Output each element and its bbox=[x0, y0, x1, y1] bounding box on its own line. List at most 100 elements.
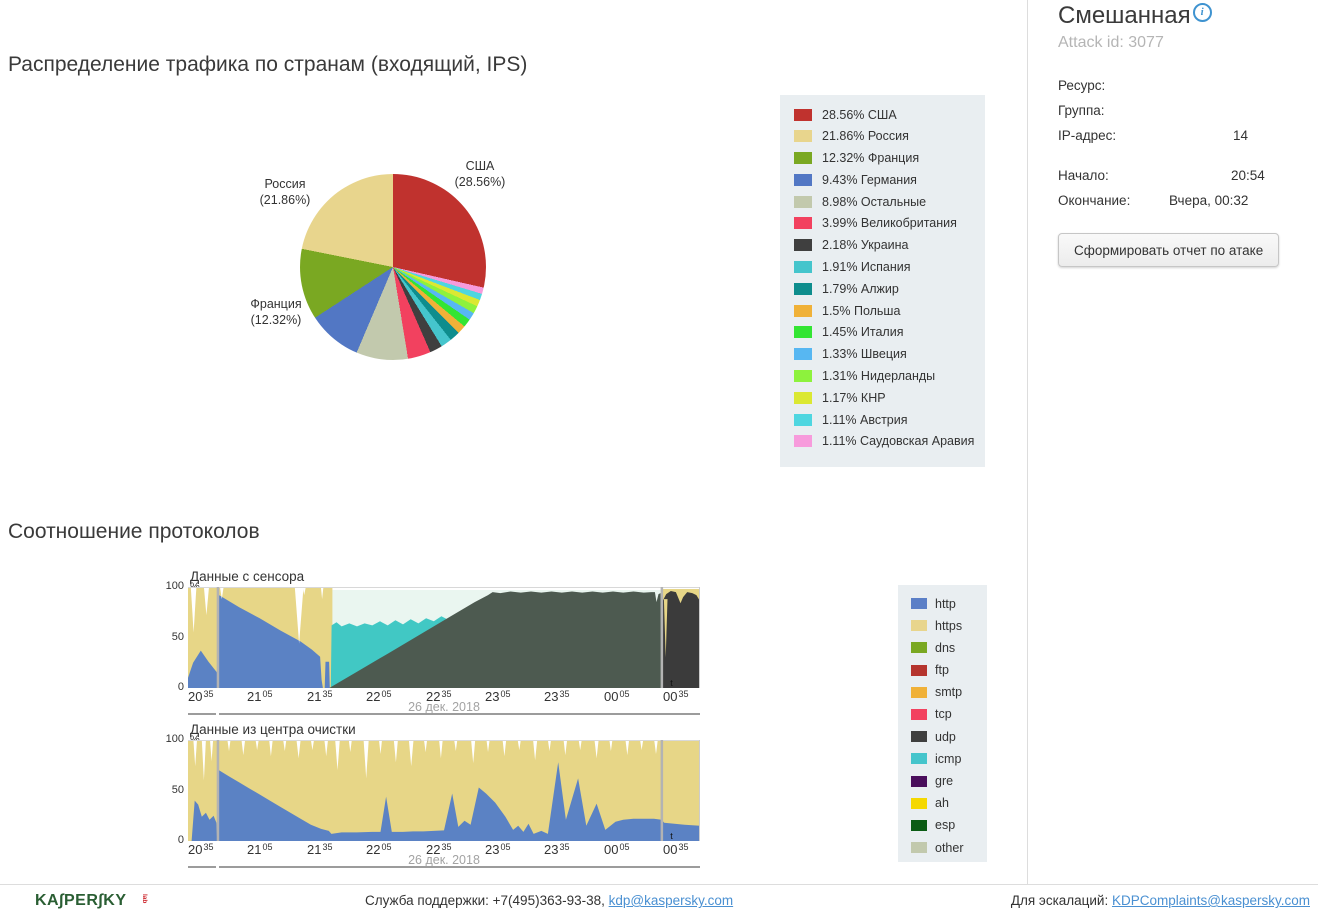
legend-swatch bbox=[794, 108, 812, 121]
legend-label: ftp bbox=[935, 663, 949, 678]
country-legend-item[interactable]: 28.56% США bbox=[794, 107, 985, 122]
gap-notch bbox=[408, 740, 414, 767]
legend-label: 28.56% США bbox=[822, 107, 897, 122]
legend-swatch bbox=[794, 282, 812, 295]
gap-notch bbox=[517, 740, 521, 751]
y-tick-label: 50 bbox=[171, 783, 184, 796]
legend-label: ah bbox=[935, 796, 949, 811]
x-tick-label: 2035 bbox=[188, 842, 214, 857]
sensor-data-chart[interactable]: Данные с сенсора100500%t2035210521352205… bbox=[0, 569, 1027, 729]
legend-label: 8.98% Остальные bbox=[822, 194, 927, 209]
legend-swatch bbox=[794, 391, 812, 404]
protocol-legend-item[interactable]: https bbox=[911, 618, 987, 633]
x-axis-date-label: 26 дек. 2018 bbox=[408, 700, 480, 714]
protocol-legend-item[interactable]: ah bbox=[911, 796, 987, 811]
cleaning-center-chart[interactable]: Данные из центра очистки100500%t20352105… bbox=[0, 722, 1027, 882]
country-legend-item[interactable]: 1.17% КНР bbox=[794, 391, 985, 405]
kaspersky-lab-mark: lab bbox=[141, 894, 148, 904]
legend-swatch bbox=[911, 664, 927, 676]
protocol-legend-item[interactable]: dns bbox=[911, 640, 987, 655]
gap-notch bbox=[220, 587, 224, 600]
attack-sidebar: Смешанная i Attack id: 3077 Ресурс: Групп… bbox=[1027, 0, 1318, 884]
country-legend-item[interactable]: 1.11% Австрия bbox=[794, 412, 985, 427]
country-legend-item[interactable]: 1.5% Польша bbox=[794, 304, 985, 318]
country-legend-item[interactable]: 1.31% Нидерланды bbox=[794, 369, 985, 383]
protocol-legend-item[interactable]: esp bbox=[911, 818, 987, 832]
group-label: Группа: bbox=[1058, 103, 1105, 118]
x-tick-label: 2205 bbox=[366, 689, 392, 704]
traffic-section-title: Распределение трафика по странам (входящ… bbox=[8, 53, 528, 76]
legend-swatch bbox=[911, 753, 927, 765]
country-legend-item[interactable]: 1.11% Саудовская Аравия bbox=[794, 434, 985, 449]
protocol-legend-item[interactable]: udp bbox=[911, 729, 987, 744]
protocol-legend-item[interactable]: other bbox=[911, 840, 987, 855]
time-brush-strip[interactable] bbox=[188, 866, 216, 868]
chart-plot-area[interactable]: t bbox=[188, 740, 700, 841]
legend-swatch bbox=[794, 130, 812, 143]
support-email-link[interactable]: kdp@kaspersky.com bbox=[608, 893, 734, 908]
gap-notch bbox=[609, 740, 613, 752]
gap-notch bbox=[533, 740, 538, 761]
time-brush-strip[interactable] bbox=[219, 866, 700, 868]
x-axis-date-label: 26 дек. 2018 bbox=[408, 853, 480, 867]
country-pie-chart[interactable] bbox=[300, 174, 486, 360]
escalation-email-link[interactable]: KDPComplaints@kaspersky.com bbox=[1111, 893, 1310, 908]
protocol-legend-item[interactable]: smtp bbox=[911, 685, 987, 699]
generate-report-button[interactable]: Сформировать отчет по атаке bbox=[1058, 233, 1280, 267]
info-icon[interactable]: i bbox=[1192, 2, 1212, 22]
resource-row: Ресурс: bbox=[1028, 78, 1318, 96]
legend-label: 1.11% Австрия bbox=[822, 412, 908, 427]
country-legend-item[interactable]: 1.45% Италия bbox=[794, 325, 985, 339]
legend-swatch bbox=[794, 370, 812, 383]
legend-swatch bbox=[794, 435, 812, 448]
gap-notch bbox=[502, 740, 507, 757]
gap-notch bbox=[201, 740, 206, 781]
pie-callout-usa: США (28.56%) bbox=[454, 159, 506, 189]
legend-label: other bbox=[935, 840, 964, 855]
end-value: Вчера, 00:32 bbox=[1169, 193, 1249, 208]
legend-swatch bbox=[911, 731, 927, 743]
chart-plot-area[interactable]: t bbox=[188, 587, 700, 688]
pie-callout-russia: Россия (21.86%) bbox=[259, 177, 311, 207]
legend-label: https bbox=[935, 618, 963, 633]
legend-label: 9.43% Германия bbox=[822, 172, 917, 187]
support-line: Служба поддержки: +7(495)363-93-38, kdp@… bbox=[365, 893, 734, 908]
x-tick-label: 2135 bbox=[307, 689, 333, 704]
protocol-legend-item[interactable]: tcp bbox=[911, 707, 987, 721]
x-tick-label: 0005 bbox=[604, 842, 630, 857]
legend-label: udp bbox=[935, 729, 956, 744]
y-tick-label: 0 bbox=[177, 681, 184, 693]
country-legend-item[interactable]: 21.86% Россия bbox=[794, 129, 985, 143]
legend-label: 1.11% Саудовская Аравия bbox=[822, 434, 975, 449]
ip-label: IP-адрес: bbox=[1058, 128, 1117, 143]
gap-notch bbox=[454, 740, 458, 752]
country-legend-item[interactable]: 1.33% Швеция bbox=[794, 347, 985, 361]
x-tick-label: 2135 bbox=[307, 842, 333, 857]
start-value: 20:54 bbox=[1231, 168, 1265, 183]
x-tick-label: 2305 bbox=[485, 842, 511, 857]
legend-label: 12.32% Франция bbox=[822, 151, 920, 166]
gap-notch bbox=[379, 740, 382, 755]
protocol-legend-item[interactable]: http bbox=[911, 597, 987, 611]
legend-swatch bbox=[794, 326, 812, 339]
series-udp bbox=[329, 591, 662, 688]
legend-swatch bbox=[911, 642, 927, 654]
country-legend-item[interactable]: 8.98% Остальные bbox=[794, 194, 985, 209]
protocol-legend-item[interactable]: gre bbox=[911, 774, 987, 788]
protocol-legend-item[interactable]: icmp bbox=[911, 752, 987, 766]
legend-label: dns bbox=[935, 640, 956, 655]
country-legend-item[interactable]: 9.43% Германия bbox=[794, 172, 985, 187]
gap-notch bbox=[294, 587, 304, 644]
country-legend-item[interactable]: 3.99% Великобритания bbox=[794, 216, 985, 230]
country-legend: 28.56% США 21.86% Россия 12.32% Франция 9.4… bbox=[780, 95, 985, 467]
country-legend-item[interactable]: 1.79% Алжир bbox=[794, 282, 985, 296]
gap-notch bbox=[547, 740, 551, 752]
country-legend-item[interactable]: 2.18% Украина bbox=[794, 238, 985, 252]
x-tick-label: 2105 bbox=[247, 842, 273, 857]
x-tick-label: 0005 bbox=[604, 689, 630, 704]
time-brush-strip[interactable] bbox=[219, 713, 700, 715]
country-legend-item[interactable]: 1.91% Испания bbox=[794, 260, 985, 274]
country-legend-item[interactable]: 12.32% Франция bbox=[794, 151, 985, 166]
protocol-legend-item[interactable]: ftp bbox=[911, 663, 987, 678]
time-brush-strip[interactable] bbox=[188, 713, 216, 715]
